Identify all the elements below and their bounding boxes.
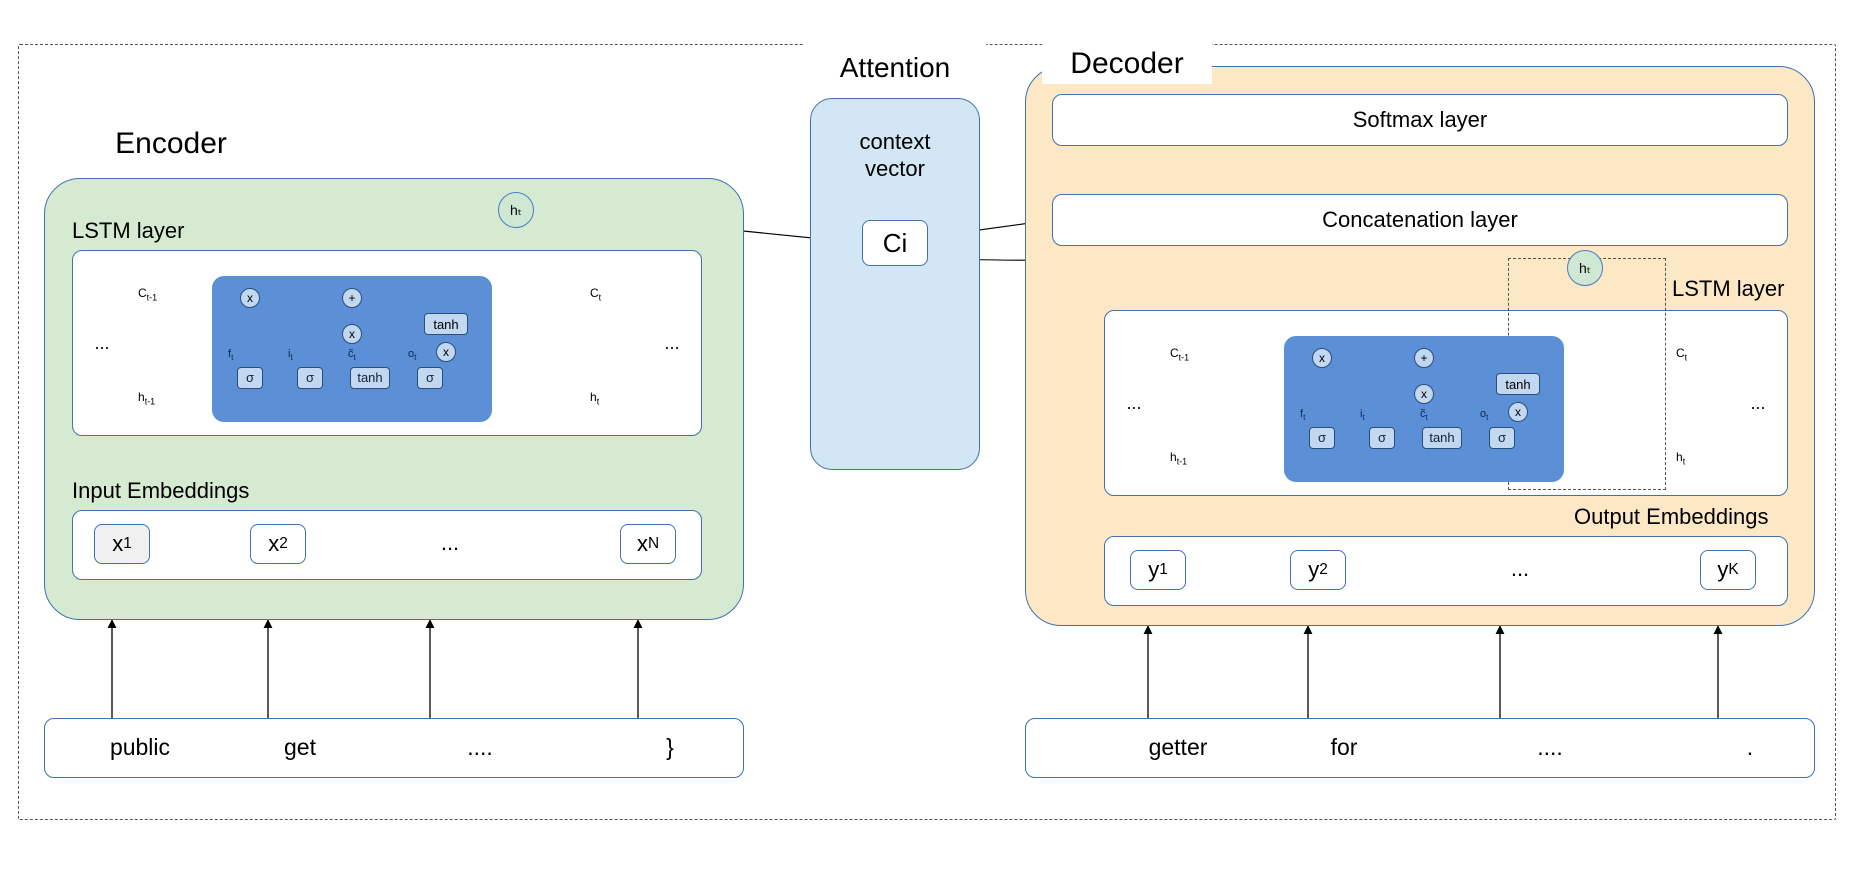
lstm-c-out: Ct — [1676, 346, 1687, 362]
lstm-gate-1: σ — [297, 367, 323, 389]
encoder-ht-node: hₜ — [498, 192, 534, 228]
concat-layer-label: Concatenation layer — [1052, 194, 1788, 246]
lstm-gate-1: σ — [1369, 427, 1395, 449]
lstm-out-tanh: tanh — [424, 313, 468, 335]
encoder-src-token-2: .... — [430, 732, 530, 762]
lstm-dots-right: ... — [1744, 391, 1772, 415]
lstm-dots-left: ... — [1120, 391, 1148, 415]
encoder-src-token-0: public — [90, 732, 190, 762]
encoder-src-token-1: get — [250, 732, 350, 762]
attention-title: Attention — [804, 44, 986, 92]
lstm-c-in: Ct-1 — [138, 286, 157, 302]
encoder-emb-dots: ... — [430, 528, 470, 558]
lstm-gate-2: tanh — [1422, 427, 1462, 449]
softmax-layer-label: Softmax layer — [1052, 94, 1788, 146]
lstm-h-in: ht-1 — [1170, 450, 1187, 466]
lstm-gate-name-1: it — [288, 348, 293, 362]
lstm-h-out: ht — [590, 390, 599, 406]
encoder-emb-token-3: xN — [620, 524, 676, 564]
lstm-c-in: Ct-1 — [1170, 346, 1189, 362]
lstm-gate-2: tanh — [350, 367, 390, 389]
encoder-lstm-label: LSTM layer — [72, 218, 184, 244]
ci-label: Ci — [862, 220, 928, 266]
decoder-src-token-3: . — [1700, 732, 1800, 762]
lstm-gate-name-2: c̃t — [1420, 408, 1428, 422]
lstm-h-in: ht-1 — [138, 390, 155, 406]
lstm-gate-name-0: ft — [228, 348, 233, 362]
lstm-gate-0: σ — [237, 367, 263, 389]
decoder-emb-token-0: y1 — [1130, 550, 1186, 590]
lstm-h-out: ht — [1676, 450, 1685, 466]
lstm-c-out: Ct — [590, 286, 601, 302]
decoder-emb-token-3: yK — [1700, 550, 1756, 590]
lstm-gate-0: σ — [1309, 427, 1335, 449]
lstm-gate-name-3: ot — [1480, 408, 1488, 422]
lstm-gate-name-1: it — [1360, 408, 1365, 422]
decoder-emb-token-1: y2 — [1290, 550, 1346, 590]
encoder-emb-card — [72, 510, 702, 580]
decoder-emb-card — [1104, 536, 1788, 606]
lstm-out-tanh: tanh — [1496, 373, 1540, 395]
lstm-gate-3: σ — [417, 367, 443, 389]
encoder-emb-token-1: x2 — [250, 524, 306, 564]
decoder-src-token-2: .... — [1500, 732, 1600, 762]
encoder-emb-label: Input Embeddings — [72, 478, 249, 504]
lstm-gate-name-3: ot — [408, 348, 416, 362]
decoder-title: Decoder — [1042, 44, 1212, 84]
lstm-gate-name-2: c̃t — [348, 348, 356, 362]
decoder-ht-node: hₜ — [1567, 250, 1603, 286]
decoder-emb-label: Output Embeddings — [1574, 504, 1768, 530]
lstm-gate-3: σ — [1489, 427, 1515, 449]
decoder-src-token-1: for — [1294, 732, 1394, 762]
encoder-emb-token-0: x1 — [94, 524, 150, 564]
lstm-dots-right: ... — [658, 331, 686, 355]
decoder-src-token-0: getter — [1128, 732, 1228, 762]
encoder-title: Encoder — [86, 116, 256, 172]
decoder-lstm-label: LSTM layer — [1672, 276, 1784, 302]
decoder-emb-dots: ... — [1500, 554, 1540, 584]
lstm-dots-left: ... — [88, 331, 116, 355]
lstm-gate-name-0: ft — [1300, 408, 1305, 422]
diagram-stage: Encoder LSTM layer Input Embeddings x1 x2...… — [0, 0, 1854, 880]
encoder-src-token-3: } — [620, 732, 720, 762]
context-vector-label: contextvector — [810, 122, 980, 188]
